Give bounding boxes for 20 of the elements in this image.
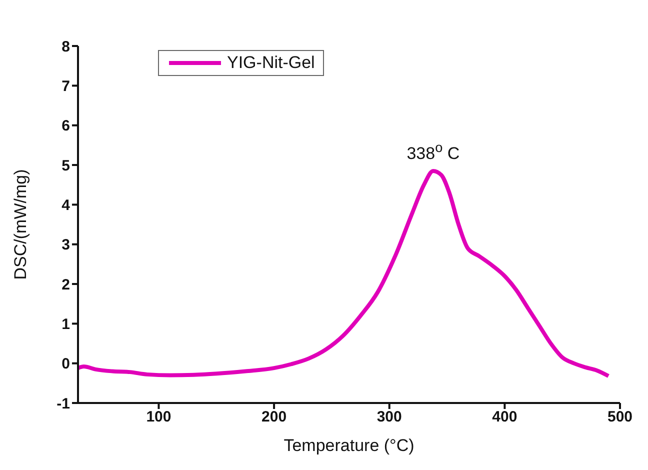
- y-tick-label: 7: [62, 78, 70, 95]
- y-tick-label: 6: [62, 118, 70, 135]
- y-tick-label: 1: [62, 316, 70, 333]
- x-tick-label: 200: [262, 408, 287, 426]
- x-tick-label: 100: [146, 408, 172, 426]
- x-tick-label: 500: [607, 408, 633, 426]
- y-tick-label: 4: [62, 196, 71, 214]
- y-tick-label: 0: [62, 356, 70, 373]
- y-tick-label: -1: [56, 395, 70, 412]
- y-tick-label: 8: [62, 38, 70, 56]
- annotation: 338$^{o}$ C: [406, 139, 460, 163]
- line-series: [78, 168, 610, 378]
- y-tick-label: 2: [62, 276, 70, 294]
- x-tick-label: 400: [492, 408, 518, 426]
- y-tick-label: 3: [62, 236, 70, 254]
- y-axis-title: DSC/(mW/mg): [11, 169, 30, 280]
- x-axis-title: Temperature (°C): [284, 436, 414, 455]
- legend-label: YIG-Nit-Gel: [227, 53, 315, 73]
- x-tick-label: 300: [376, 408, 402, 426]
- y-tick-label: 5: [62, 157, 70, 174]
